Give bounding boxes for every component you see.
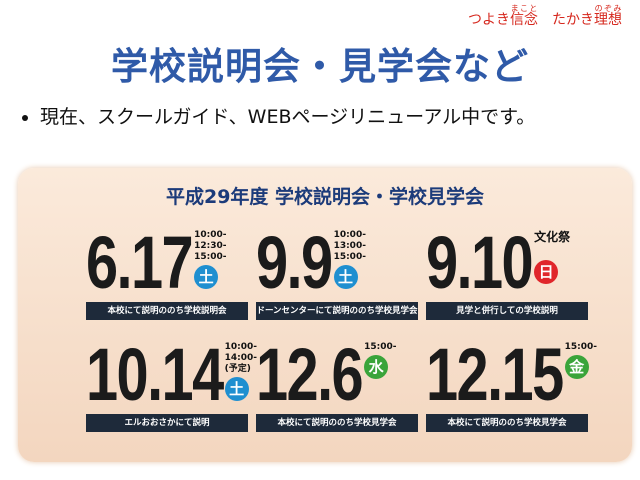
- motto-reading: のぞみ: [594, 4, 622, 13]
- event-card: 10.14 10:00- 14:00- (予定) 土エルおおさかにて説明: [86, 333, 258, 444]
- event-side: 15:00- 水: [364, 342, 396, 379]
- event-side: 10:00- 12:30- 15:00- 土: [194, 230, 226, 289]
- event-day: 土: [224, 377, 249, 401]
- event-time: 13:00-: [333, 241, 366, 251]
- event-time: 10:00-: [224, 342, 258, 352]
- motto: つよき信念まことたかき理想のぞみ: [454, 4, 622, 29]
- motto-item: つよき信念まこと: [468, 4, 538, 28]
- event-side: 15:00- 金: [564, 342, 598, 379]
- event-day: 水: [364, 355, 389, 379]
- event-card: 6.17 10:00- 12:30- 15:00- 土本校にて説明ののち学校説明会: [86, 221, 256, 332]
- motto-ruby: 理想のぞみ: [594, 4, 622, 28]
- panel-title: 平成29年度 学校説明会・学校見学会: [165, 186, 485, 208]
- event-caption: 見学と併行しての学校説明: [426, 302, 588, 320]
- event-time: 15:00-: [364, 342, 397, 352]
- event-time: 14:00-: [224, 353, 258, 363]
- event-date: 9.10: [426, 221, 534, 304]
- event-date: 12.15: [426, 333, 564, 416]
- event-day: 土: [194, 265, 219, 289]
- event-caption: 本校にて説明ののち学校見学会: [256, 414, 418, 432]
- motto-base: 理想: [594, 12, 622, 28]
- event-card: 9.9 10:00- 13:00- 15:00- 土ドーンセンターにて説明ののち学校見学…: [256, 221, 426, 332]
- event-day: 土: [333, 265, 358, 289]
- event-card: 12.6 15:00- 水本校にて説明ののち学校見学会: [256, 333, 426, 444]
- event-side: 文化祭日: [534, 230, 570, 284]
- event-date: 12.6: [256, 333, 364, 416]
- event-time: 15:00-: [194, 252, 227, 262]
- motto-prefix: つよき: [468, 12, 510, 28]
- motto-prefix: たかき: [552, 12, 594, 28]
- bullet: 現在、スクールガイド、WEBページリニューアル中です。: [40, 102, 535, 129]
- event-day: 日: [534, 260, 559, 284]
- motto-base: 信念: [510, 12, 538, 28]
- event-time: 15:00-: [333, 252, 366, 262]
- event-caption: エルおおさかにて説明: [86, 414, 248, 432]
- event-caption: 本校にて説明ののち学校見学会: [426, 414, 588, 432]
- slide-title: 学校説明会・見学会など: [111, 45, 529, 88]
- event-card: 9.10 文化祭日見学と併行しての学校説明: [426, 221, 596, 332]
- event-time: (予定): [224, 364, 251, 374]
- bullet-list: 現在、スクールガイド、WEBページリニューアル中です。: [14, 102, 535, 129]
- event-side: 10:00- 14:00- (予定) 土: [224, 342, 258, 401]
- event-day: 金: [564, 355, 589, 379]
- event-date: 10.14: [86, 333, 224, 416]
- event-time: 10:00-: [194, 230, 227, 240]
- event-date: 6.17: [86, 221, 194, 304]
- event-time: 10:00-: [333, 230, 366, 240]
- event-caption: 本校にて説明ののち学校説明会: [86, 302, 248, 320]
- schedule-panel: 平成29年度 学校説明会・学校見学会 6.17 10:00- 12:30- 15:00…: [18, 168, 632, 462]
- event-side: 10:00- 13:00- 15:00- 土: [333, 230, 366, 289]
- motto-item: たかき理想のぞみ: [552, 4, 622, 28]
- event-time: 15:00-: [564, 342, 598, 352]
- event-caption: ドーンセンターにて説明ののち学校見学会: [256, 302, 418, 320]
- event-note: 文化祭: [534, 230, 571, 244]
- motto-ruby: 信念まこと: [510, 4, 538, 28]
- event-time: 12:30-: [194, 241, 227, 251]
- event-card: 12.15 15:00- 金本校にて説明ののち学校見学会: [426, 333, 598, 444]
- motto-reading: まこと: [510, 4, 538, 13]
- event-date: 9.9: [256, 221, 333, 304]
